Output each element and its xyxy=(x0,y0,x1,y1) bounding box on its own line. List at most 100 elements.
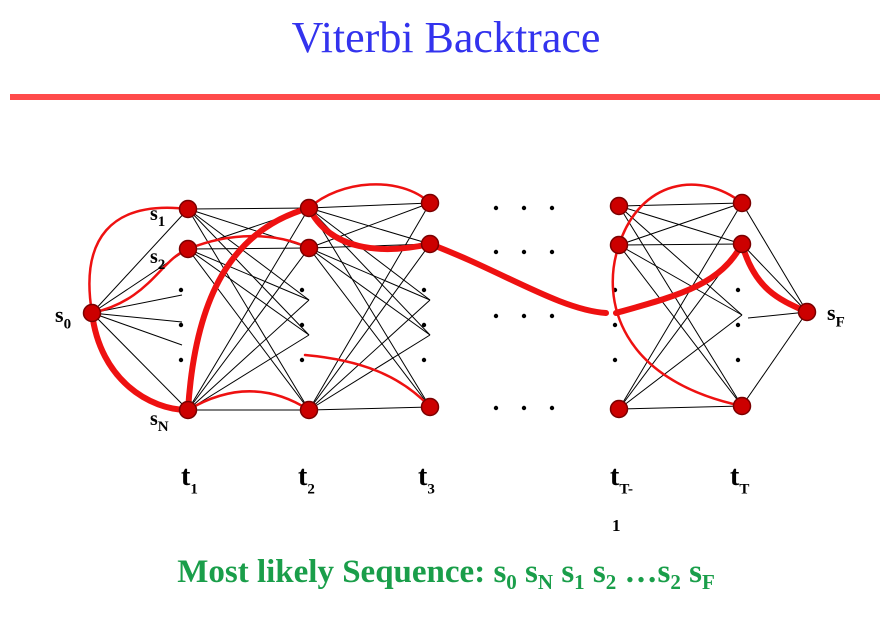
best-path-segment xyxy=(306,205,433,252)
ellipsis-dot xyxy=(735,357,741,363)
ellipsis-dot xyxy=(612,357,618,363)
sequence-state: …s2 xyxy=(624,554,681,594)
ellipsis-dot xyxy=(421,287,427,293)
time-label-tT-1-wrap: 1 xyxy=(612,516,621,535)
time-label-t2: t2 xyxy=(298,461,315,497)
transition-edge xyxy=(308,243,431,411)
transition-edge xyxy=(741,243,808,313)
transition-edge xyxy=(187,208,310,301)
slide-title: Viterbi Backtrace xyxy=(291,13,601,62)
ellipsis-dot xyxy=(521,313,527,319)
ellipsis-dot xyxy=(178,322,184,328)
ellipsis-dot xyxy=(299,322,305,328)
backtrace-path xyxy=(611,243,744,408)
backtrace-path xyxy=(186,390,311,412)
transition-edge xyxy=(618,244,743,316)
transition-edge xyxy=(308,299,431,411)
transition-edge xyxy=(308,334,431,411)
transition-edge xyxy=(308,247,431,336)
ellipsis-dot xyxy=(735,287,741,293)
state-label-sN: sN xyxy=(150,408,169,435)
transition-edge xyxy=(741,202,808,313)
transition-edge xyxy=(187,247,310,250)
transition-edge xyxy=(308,202,431,411)
ellipsis-dot xyxy=(549,249,555,255)
best-path-segment xyxy=(613,241,745,316)
ellipsis-dot xyxy=(493,405,499,411)
transition-edge xyxy=(618,205,743,316)
ellipsis-dot xyxy=(521,405,527,411)
transition-edge xyxy=(618,405,743,410)
transition-edge xyxy=(618,244,743,407)
ellipsis-dot xyxy=(521,205,527,211)
transition-edge xyxy=(618,243,743,246)
state-label-s2: s2 xyxy=(150,246,165,273)
sequence-state: s1 xyxy=(561,554,585,594)
transition-edge xyxy=(187,207,310,210)
state-node xyxy=(178,400,198,420)
state-label-s0: s0 xyxy=(55,302,71,333)
backtrace-path xyxy=(88,206,190,315)
sequence-state: sN xyxy=(525,554,554,594)
state-node xyxy=(178,239,198,259)
transition-edge xyxy=(618,202,743,207)
ellipsis-dot xyxy=(612,322,618,328)
state-node xyxy=(420,193,440,213)
time-label-t3: t3 xyxy=(418,461,435,497)
time-label-tT-1: tT- xyxy=(610,461,633,497)
state-node xyxy=(797,302,817,322)
state-node xyxy=(299,198,319,218)
transition-edge xyxy=(308,207,431,408)
ellipsis-dot xyxy=(549,405,555,411)
state-node xyxy=(299,238,319,258)
transition-edge xyxy=(187,248,310,301)
trellis-labels: s0 s1 s2 sN sF t1 t2 t3 tT- 1 tT xyxy=(55,203,845,535)
state-label-s1: s1 xyxy=(150,203,165,230)
transition-edge xyxy=(308,406,431,411)
state-nodes xyxy=(82,193,817,420)
transition-edge xyxy=(91,312,189,411)
best-path-segment xyxy=(427,241,609,316)
state-node xyxy=(732,396,752,416)
sequence-state: s2 xyxy=(592,554,617,594)
transition-edge xyxy=(308,202,431,249)
ellipsis-dot xyxy=(521,249,527,255)
state-node xyxy=(609,196,629,216)
title-divider xyxy=(10,94,880,100)
backtrace-path xyxy=(307,183,432,210)
transition-edge xyxy=(618,202,743,246)
ellipsis-dot xyxy=(549,205,555,211)
time-label-t1: t1 xyxy=(181,461,198,497)
ellipsis-dot xyxy=(549,313,555,319)
ellipsis-dot xyxy=(178,357,184,363)
ellipsis-dot xyxy=(493,205,499,211)
caption-sequence: s0 sN s1 s2 …s2 sF xyxy=(493,554,714,594)
backtrace-path xyxy=(303,353,432,409)
transition-edge xyxy=(91,312,183,346)
ellipsis-dot xyxy=(735,322,741,328)
caption-prefix: Most likely Sequence: xyxy=(177,554,486,590)
state-node xyxy=(299,400,319,420)
ellipsis-dot xyxy=(421,357,427,363)
transition-edge xyxy=(187,334,310,411)
best-path-segment xyxy=(739,241,810,315)
transition-edge xyxy=(308,202,431,209)
transition-edge xyxy=(187,247,310,411)
ellipsis-dot xyxy=(493,313,499,319)
transition-edge xyxy=(308,247,431,301)
ellipsis-dot xyxy=(493,249,499,255)
sequence-state: s0 xyxy=(493,554,517,594)
best-path-segment xyxy=(89,310,191,413)
transition-edge xyxy=(187,208,310,336)
ellipsis-dot xyxy=(299,357,305,363)
state-node xyxy=(82,303,102,323)
transition-edge xyxy=(741,311,808,407)
transition-edges xyxy=(91,202,808,411)
state-node xyxy=(609,235,629,255)
transition-edge xyxy=(618,314,743,410)
transition-edge xyxy=(187,299,310,411)
transition-edge xyxy=(91,208,189,314)
transition-edge xyxy=(618,202,743,410)
state-node xyxy=(732,234,752,254)
